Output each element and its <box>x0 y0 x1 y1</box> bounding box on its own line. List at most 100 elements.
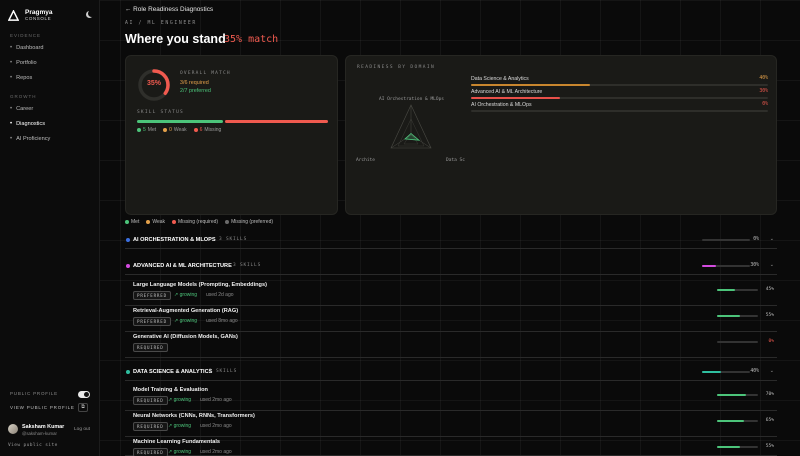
skill-status-legend-item: 0 Weak <box>163 127 187 133</box>
nav-item-repos[interactable]: • Repos <box>10 74 33 82</box>
skill-name: Model Training & Evaluation <box>133 387 208 393</box>
skill-progress-track <box>717 315 758 317</box>
nav-item-portfolio[interactable]: • Portfolio <box>10 60 37 67</box>
skill-growth: ↗ growing <box>168 423 192 429</box>
skill-growth: ↗ growing <box>174 318 198 324</box>
public-profile-label: PUBLIC PROFILE <box>10 391 58 396</box>
skill-row[interactable]: Retrieval-Augmented Generation (RAG) PREF… <box>125 308 777 332</box>
domain-pct: 0% <box>762 102 768 107</box>
nav-item-diagnostics[interactable]: • Diagnostics <box>10 121 45 128</box>
skill-growth: ↗ growing <box>168 449 192 455</box>
skill-badge: REQUIRED <box>133 448 168 456</box>
logo-icon <box>8 10 19 21</box>
skill-row[interactable]: Neural Networks (CNNs, RNNs, Transformer… <box>125 413 777 437</box>
skill-status-segment <box>224 120 328 123</box>
match-ring <box>138 69 170 101</box>
chevron-down-icon[interactable]: ⌄ <box>769 262 774 268</box>
skill-legend-item: Missing (preferred) <box>225 219 273 225</box>
skill-last-used: used 2d ago <box>206 292 234 298</box>
domain-name: Data Science & Analytics <box>471 76 529 82</box>
skill-badge: PREFERRED <box>133 291 171 300</box>
legend-label: Missing <box>204 127 222 133</box>
section-dot-icon <box>126 370 130 374</box>
skill-progress-fill <box>717 394 746 396</box>
nav-item-career[interactable]: • Career <box>10 105 34 113</box>
avatar[interactable] <box>8 424 18 434</box>
skill-row[interactable]: Machine Learning Fundamentals REQUIRED ↗ g… <box>125 439 777 456</box>
radar-axis <box>410 134 432 149</box>
view-public-profile-button[interactable]: VIEW PUBLIC PROFILE <box>10 405 75 410</box>
chevron-down-icon[interactable]: ⌄ <box>769 368 774 374</box>
section-dot-icon <box>126 238 130 242</box>
radar-label-ai-orchestration: AI Orchestration & MLOps <box>379 96 444 102</box>
skill-row[interactable]: Generative AI (Diffusion Models, GANs) RE… <box>125 334 777 358</box>
legend-dot-icon <box>225 220 230 224</box>
brand[interactable]: Pragmya CONSOLE <box>8 9 52 22</box>
skill-progress-fill <box>717 315 740 317</box>
skill-legend-label: Met <box>131 219 140 225</box>
skill-progress-track <box>717 394 758 396</box>
nav-item-dashboard[interactable]: • Dashboard <box>10 44 44 52</box>
nav-item-label: Portfolio <box>16 60 37 66</box>
skill-pct: 65% <box>765 418 774 423</box>
section-title: DATA SCIENCE & ANALYTICS <box>133 369 213 375</box>
skill-legend-label: Weak <box>152 219 166 225</box>
legend-dot-icon <box>146 220 151 224</box>
domain-progress-fill <box>471 84 590 86</box>
domain-progress-track <box>471 84 768 86</box>
brand-sub: CONSOLE <box>25 16 52 21</box>
logout-button[interactable]: Log out <box>74 427 91 432</box>
domain-radar-chart: AI Orchestration & MLOps Data Sc Archite <box>356 96 465 163</box>
skill-name: Large Language Models (Prompting, Embedd… <box>133 282 267 288</box>
legend-count: 5 <box>143 127 146 133</box>
skill-name: Neural Networks (CNNs, RNNs, Transformer… <box>133 413 255 419</box>
view-public-site-link[interactable]: View public site <box>8 443 58 448</box>
skill-legend-item: Met <box>125 219 139 225</box>
skill-section-header[interactable]: ADVANCED AI & ML ARCHITECTURE 3 SKILLS 30%… <box>125 261 777 275</box>
nav-section-evidence: EVIDENCE <box>10 33 42 38</box>
overall-match-heading: OVERALL MATCH <box>180 71 231 76</box>
nav-bullet-icon: • <box>10 74 13 81</box>
nav-bullet-icon: • <box>10 105 13 112</box>
skill-status-heading: SKILL STATUS <box>137 110 184 115</box>
role-label: AI / ML ENGINEER <box>125 21 197 26</box>
skill-progress-track <box>717 420 758 422</box>
skill-row[interactable]: Model Training & Evaluation REQUIRED ↗ gro… <box>125 387 777 411</box>
section-progress-fill <box>702 265 717 267</box>
nav-item-label: Dashboard <box>16 45 44 51</box>
section-progress-track <box>702 371 750 373</box>
skill-row[interactable]: Large Language Models (Prompting, Embedd… <box>125 282 777 306</box>
skill-section-header[interactable]: AI ORCHESTRATION & MLOPS 3 SKILLS 0% ⌄ <box>125 235 777 249</box>
chevron-down-icon[interactable]: ⌄ <box>769 236 774 242</box>
nav-item-label: AI Proficiency <box>16 136 51 142</box>
radar-label-architecture: Archite <box>356 157 375 163</box>
section-skill-count: 3 SKILLS <box>209 369 238 374</box>
nav-item-label: Repos <box>16 75 33 81</box>
skill-last-used: used 2mo ago <box>200 423 232 429</box>
skill-progress-track <box>717 289 758 291</box>
nav-item-ai-proficiency[interactable]: • AI Proficiency <box>10 136 51 143</box>
nav-bullet-icon: • <box>10 44 13 51</box>
skill-progress-track <box>717 446 758 448</box>
section-progress-track <box>702 265 750 267</box>
public-profile-toggle[interactable] <box>78 391 90 398</box>
readiness-by-domain-card: READINESS BY DOMAIN AI Orchestration & M… <box>345 55 777 215</box>
skill-status-legend-item: 5 Met <box>137 127 156 133</box>
user-handle: @saksham-kumar <box>22 431 57 436</box>
radar-grid-inner <box>403 132 419 145</box>
skill-legend-item: Weak <box>146 219 165 225</box>
skill-section-header[interactable]: DATA SCIENCE & ANALYTICS 3 SKILLS 40% ⌄ <box>125 367 777 381</box>
skill-last-used: used 8mo ago <box>206 318 238 324</box>
nav-item-label: Career <box>16 106 34 112</box>
theme-toggle-moon-icon[interactable] <box>86 10 95 18</box>
skill-pct: 70% <box>765 392 774 397</box>
domain-progress-fill <box>471 97 561 99</box>
copy-link-icon[interactable]: ⧉ <box>78 403 88 412</box>
back-link[interactable]: ← Role Readiness Diagnostics <box>125 6 214 13</box>
skill-growth: ↗ growing <box>168 397 192 403</box>
nav-section-growth: GROWTH <box>10 94 37 99</box>
section-progress-fill <box>702 371 722 373</box>
skill-progress-fill <box>717 420 744 422</box>
section-dot-icon <box>126 264 130 268</box>
skill-name: Retrieval-Augmented Generation (RAG) <box>133 308 239 314</box>
